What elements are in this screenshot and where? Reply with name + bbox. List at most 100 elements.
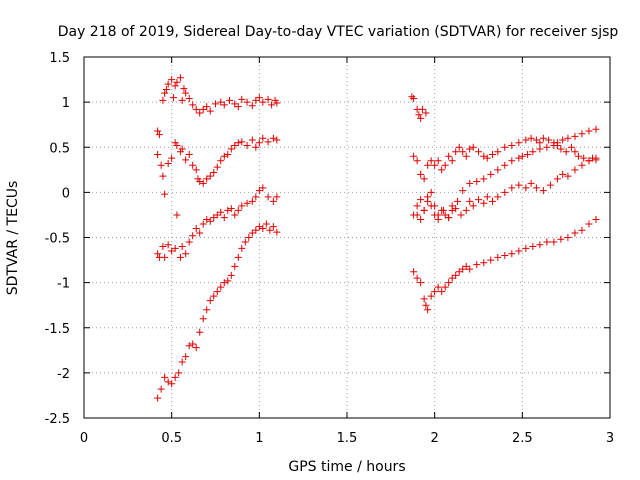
data-point (168, 380, 176, 388)
data-point (543, 238, 551, 246)
y-tick-labels: -2.5 -2 -1.5 -1 -0.5 0 0.5 1 1.5 (45, 51, 70, 427)
data-point (185, 95, 193, 103)
x-axis-label: GPS time / hours (288, 459, 405, 475)
data-point (243, 98, 251, 106)
data-point (154, 127, 162, 135)
data-point (182, 156, 190, 164)
data-point (448, 157, 456, 165)
data-point (427, 202, 435, 210)
data-point (199, 220, 207, 228)
data-point (441, 283, 449, 291)
data-point (248, 229, 256, 237)
data-point (524, 150, 532, 158)
data-point (269, 134, 277, 142)
data-point (553, 175, 561, 183)
y-tick-label: 1 (62, 96, 70, 111)
data-point (418, 105, 426, 113)
data-point (448, 274, 456, 282)
data-point (206, 172, 214, 180)
data-point (259, 184, 267, 192)
data-point (494, 193, 502, 201)
data-point (515, 139, 523, 147)
data-point (455, 143, 463, 151)
data-point (199, 105, 207, 113)
data-points (154, 74, 600, 402)
data-point (224, 150, 232, 158)
data-point (255, 94, 263, 102)
data-point (592, 215, 600, 223)
data-point (175, 369, 183, 377)
data-point (417, 170, 425, 178)
data-point (564, 172, 572, 180)
data-point (178, 358, 186, 366)
data-point (199, 179, 207, 187)
y-tick-label: -1 (57, 277, 70, 292)
data-point (220, 279, 228, 287)
data-point (176, 253, 184, 261)
data-point (206, 297, 214, 305)
plot-frame (83, 56, 611, 419)
data-point (466, 179, 474, 187)
data-point (459, 187, 467, 195)
data-point (420, 206, 428, 214)
data-point (252, 226, 260, 234)
data-point (182, 250, 190, 258)
data-point (546, 181, 554, 189)
data-point (539, 187, 547, 195)
data-point (574, 152, 582, 160)
data-point (157, 161, 165, 169)
data-point (417, 196, 425, 204)
data-point (234, 253, 242, 261)
data-point (259, 224, 267, 232)
data-point (585, 157, 593, 165)
data-point (269, 197, 277, 205)
data-point (264, 193, 272, 201)
data-point (494, 166, 502, 174)
data-point (161, 253, 169, 261)
data-point (241, 238, 249, 246)
series-bottom-late (410, 215, 600, 314)
data-point (424, 161, 432, 169)
data-point (445, 152, 453, 160)
data-point (171, 82, 179, 90)
data-point (248, 136, 256, 144)
data-point (245, 234, 253, 241)
data-point (413, 274, 421, 282)
data-point (508, 141, 516, 149)
data-point (550, 238, 558, 246)
x-tick-label: 1.5 (337, 431, 358, 446)
data-point (273, 136, 281, 144)
data-point (515, 181, 523, 189)
x-tick-label: 0.5 (161, 431, 182, 446)
data-point (564, 234, 572, 241)
data-point (196, 229, 204, 237)
y-tick-label: 0.5 (49, 141, 70, 156)
data-point (155, 131, 163, 139)
x-tick-label: 2 (431, 431, 439, 446)
data-point (210, 214, 218, 222)
data-point (269, 223, 277, 231)
data-point (255, 187, 263, 195)
data-point (213, 211, 221, 219)
data-point (413, 202, 421, 210)
data-point (169, 94, 177, 102)
data-point (168, 76, 176, 84)
data-point (227, 271, 235, 279)
data-point (178, 145, 186, 153)
data-point (592, 125, 600, 133)
data-point (559, 136, 567, 144)
data-point (273, 193, 281, 201)
data-point (154, 250, 162, 258)
data-point (473, 261, 481, 269)
data-point (508, 184, 516, 192)
data-point (431, 161, 439, 169)
data-point (189, 101, 197, 109)
data-point (522, 136, 530, 144)
data-point (459, 148, 467, 156)
data-point (262, 220, 270, 228)
data-point (571, 166, 579, 174)
data-point (189, 232, 197, 240)
data-point (213, 288, 221, 296)
data-point (434, 215, 442, 223)
